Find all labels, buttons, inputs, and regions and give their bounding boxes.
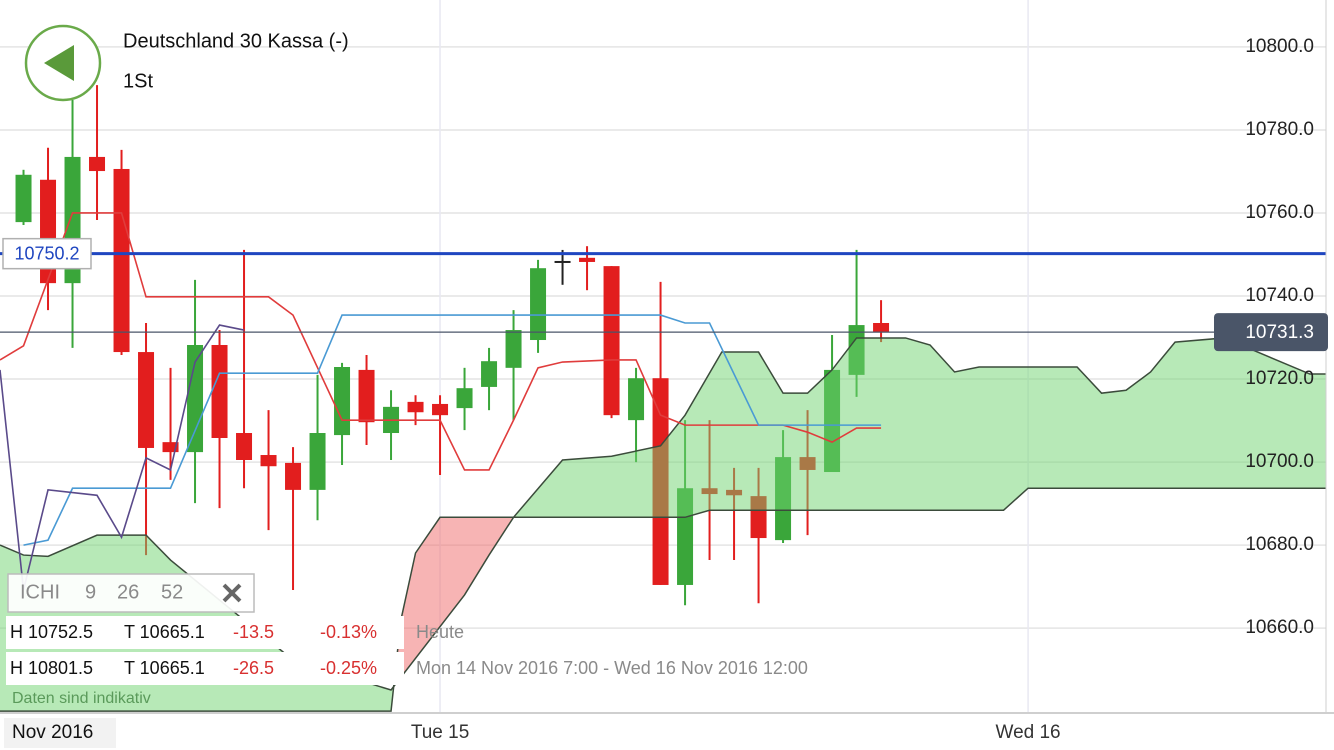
y-tick-label: 10740.0 [1245,285,1314,306]
remove-indicator[interactable] [222,583,242,603]
level-label: 10750.2 [14,243,79,263]
indicator-box-bg [7,573,255,613]
candle-body [554,260,571,263]
stats: H 10752.5 T 10665.1 -13.5 -0.13% Heute H 1080… [10,622,808,678]
axes: 10660.0 10680.0 10700.0 10720.0 10740.0 10760… [2,36,1328,748]
candle-body [260,455,277,467]
stats-row-bg [6,652,404,685]
x-tick-label: Tue 15 [411,722,469,743]
y-tick-label: 10780.0 [1245,119,1314,140]
candle-body [456,388,473,409]
indicator-line [23,314,882,546]
plot [0,85,1326,712]
x-axis-band [0,712,1334,750]
candle-body [358,369,375,423]
y-tick-label: 10720.0 [1245,368,1314,389]
period-label: Nov 2016 [12,722,93,743]
x-tick-label: Wed 16 [995,722,1060,743]
candle-body [285,462,302,490]
level-label-bg [2,237,92,270]
close-icon [222,583,242,603]
candle-body [309,433,326,490]
stat-text: Heute [416,622,464,642]
candle-body [505,330,522,368]
y-tick-label: 10760.0 [1245,202,1314,223]
indicator-param: 9 [85,581,96,603]
stat-text: T 10665.1 [124,622,205,642]
candle-body [530,268,547,341]
stat-text: -13.5 [233,622,274,642]
interval-label: 1St [123,70,153,92]
candle-body [236,433,253,460]
indicator-param: 26 [117,581,139,603]
current-price-bg [1214,313,1328,352]
cloud-up [0,337,1326,712]
stat-text: -0.25% [320,658,377,678]
y-tick-label: 10800.0 [1245,36,1314,57]
y-tick-label: 10660.0 [1245,617,1314,638]
candle-body [138,352,155,448]
back-icon [44,45,74,81]
candle-body [407,401,424,413]
y-tick-label: 10680.0 [1245,534,1314,555]
stats-row-bg [6,616,404,649]
candle-body [628,378,645,421]
candle-body [113,168,130,353]
instrument-title: Deutschland 30 Kassa (-) [123,30,349,52]
candle-body [481,361,498,387]
stat-text: T 10665.1 [124,658,205,678]
stat-text: H 10801.5 [10,658,93,678]
indicator-line [0,324,245,591]
stat-text: Mon 14 Nov 2016 7:00 - Wed 16 Nov 2016 1… [416,658,808,678]
candle-body [873,322,890,333]
candle-body [579,257,596,262]
candle-body [187,344,204,453]
indicator-box[interactable]: ICHI 9 26 52 [7,573,255,613]
stat-text: -26.5 [233,658,274,678]
y-tick-label: 10700.0 [1245,451,1314,472]
stat-text: -0.13% [320,622,377,642]
candle-body [211,344,228,438]
candle-body [432,403,449,416]
candle-body [15,174,32,223]
candle-body [89,156,106,172]
current-price-label: 10731.3 [1245,322,1314,343]
indicator-line [0,212,882,471]
candle-body [334,367,351,436]
period-label-bg [4,718,116,748]
data-note: Daten sind indikativ [12,690,151,707]
candle-body [603,266,620,416]
stat-text: H 10752.5 [10,622,93,642]
indicator-label: ICHI [20,581,60,603]
candle-body [162,442,179,453]
indicator-param: 52 [161,581,183,603]
